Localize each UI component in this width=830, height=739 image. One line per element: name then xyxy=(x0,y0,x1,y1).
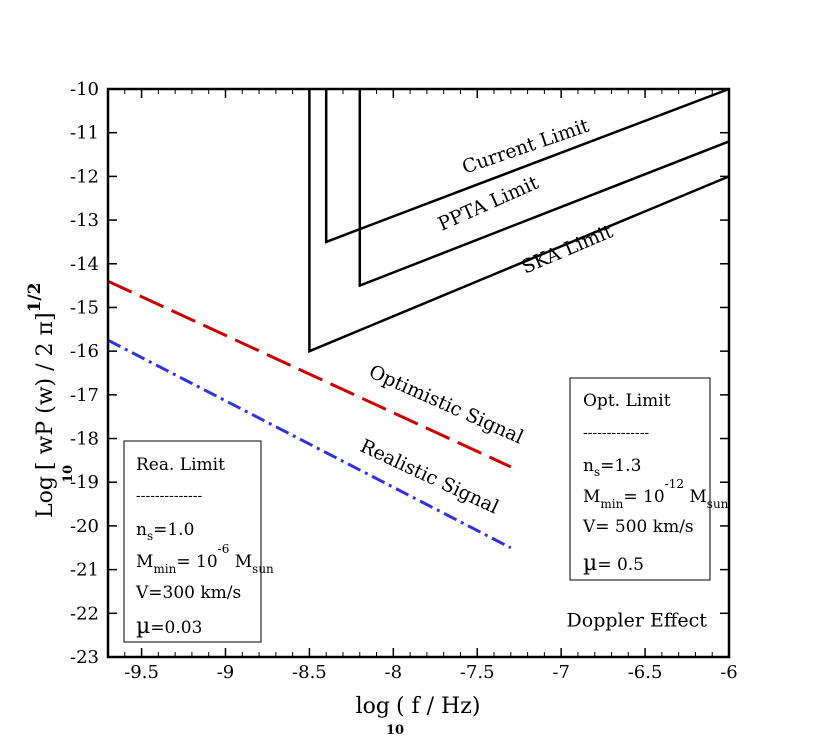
y-tick: -18 xyxy=(70,429,729,450)
y-tick-label: -16 xyxy=(70,341,99,362)
x-tick-label: -7.5 xyxy=(460,662,495,683)
x-tick: -8 xyxy=(385,89,403,683)
x-axis: -9.5 -9 -8.5 -8 -7.5 -7 -6.5 -6 xyxy=(124,89,738,683)
optimistic-limit-box: Opt. Limit -------------- ns=1.3 Mmin= 1… xyxy=(569,377,729,581)
y-tick-label: -14 xyxy=(70,254,99,275)
x-tick: -9 xyxy=(217,89,235,683)
x-tick: -8.5 xyxy=(292,89,327,683)
realistic-limit-box: Rea. Limit -------------- ns=1.0 Mmin= 1… xyxy=(123,440,274,643)
x-tick-label: -8 xyxy=(385,662,403,683)
y-tick: -17 xyxy=(70,385,729,406)
y-tick-label: -21 xyxy=(70,560,99,581)
y-tick-label: -12 xyxy=(70,166,99,187)
y-tick: -14 xyxy=(70,254,729,275)
optimistic-box-mu: µ= 0.5 xyxy=(583,551,644,576)
x-axis-label-main: log xyxy=(356,694,390,719)
optimistic-box-divider: -------------- xyxy=(583,425,649,441)
y-tick-label: -18 xyxy=(70,429,99,450)
y-tick-label: -10 xyxy=(70,79,99,100)
annotation-doppler-effect: Doppler Effect xyxy=(567,609,708,631)
y-tick: -13 xyxy=(70,210,729,231)
series-ska-limit xyxy=(308,89,730,354)
y-tick: -21 xyxy=(70,560,729,581)
x-tick: -7.5 xyxy=(460,89,495,683)
y-tick-label: -22 xyxy=(70,603,99,624)
svg-text:Log[ wP (w) / 2 π]1/2: Log [ wP (w) / 2 π]1/2 xyxy=(25,283,58,518)
y-axis: -10 -11 -12 -13 -14 -15 -16 -17 -18 -19 -20 -21 -22 -… xyxy=(70,79,729,668)
x-tick-label: -8.5 xyxy=(292,662,327,683)
x-axis-label-subscript: 10 xyxy=(386,723,404,738)
y-tick-label: -19 xyxy=(70,472,99,493)
x-tick: -6 xyxy=(720,89,738,683)
y-tick-label: -15 xyxy=(70,297,99,318)
x-tick-label: -9.5 xyxy=(124,662,159,683)
x-axis-label: log( f / Hz) xyxy=(356,694,481,719)
optimistic-box-title: Opt. Limit xyxy=(583,391,671,411)
x-tick-label: -9 xyxy=(217,662,235,683)
realistic-box-mmin: Mmin= 10-6 Msun xyxy=(136,542,274,576)
x-tick-label: -7 xyxy=(552,662,570,683)
realistic-box-mu: µ=0.03 xyxy=(136,614,202,639)
y-axis-label-main: Log xyxy=(33,476,58,518)
realistic-box-velocity: V=300 km/s xyxy=(135,583,241,603)
y-axis-label-rest: [ wP (w) / 2 π] xyxy=(33,312,58,470)
x-tick: -9.5 xyxy=(124,89,159,683)
series-current-limit xyxy=(324,87,730,244)
y-tick-label: -23 xyxy=(70,647,99,668)
realistic-box-ns: ns=1.0 xyxy=(136,520,194,543)
series-realistic-signal xyxy=(107,338,512,550)
realistic-box-divider: -------------- xyxy=(136,488,202,504)
y-tick-label: -17 xyxy=(70,385,99,406)
realistic-box-title: Rea. Limit xyxy=(136,455,225,475)
y-axis-label: Log [ wP (w) / 2 π]1/2 10 xyxy=(25,283,76,518)
x-axis-label-rest: ( f / Hz) xyxy=(396,694,480,719)
y-axis-label-superscript: 1/2 xyxy=(25,283,45,313)
y-tick: -20 xyxy=(70,516,729,537)
plot-frame xyxy=(106,87,731,659)
optimistic-box-mmin: Mmin= 10-12 Msun xyxy=(583,477,729,511)
y-tick-label: -11 xyxy=(70,123,99,144)
y-tick: -12 xyxy=(70,166,729,187)
y-tick-label: -20 xyxy=(70,516,99,537)
y-tick-label: -13 xyxy=(70,210,99,231)
y-tick: -11 xyxy=(70,123,729,144)
x-tick-label: -6.5 xyxy=(628,662,663,683)
y-tick: -16 xyxy=(70,341,729,362)
y-axis-label-subscript: 10 xyxy=(61,465,76,483)
optimistic-box-velocity: V= 500 km/s xyxy=(582,517,694,537)
y-tick: -19 xyxy=(70,472,729,493)
series-layer xyxy=(107,87,730,550)
y-tick: -22 xyxy=(70,603,729,624)
x-tick: -6.5 xyxy=(628,89,663,683)
series-optimistic-signal xyxy=(107,279,512,469)
y-tick: -10 xyxy=(70,79,729,100)
x-tick: -7 xyxy=(552,89,570,683)
y-tick: -23 xyxy=(70,647,729,668)
x-tick-label: -6 xyxy=(720,662,738,683)
series-ppta-limit xyxy=(358,89,730,288)
optimistic-box-ns: ns=1.3 xyxy=(583,456,641,479)
y-tick: -15 xyxy=(70,297,729,318)
